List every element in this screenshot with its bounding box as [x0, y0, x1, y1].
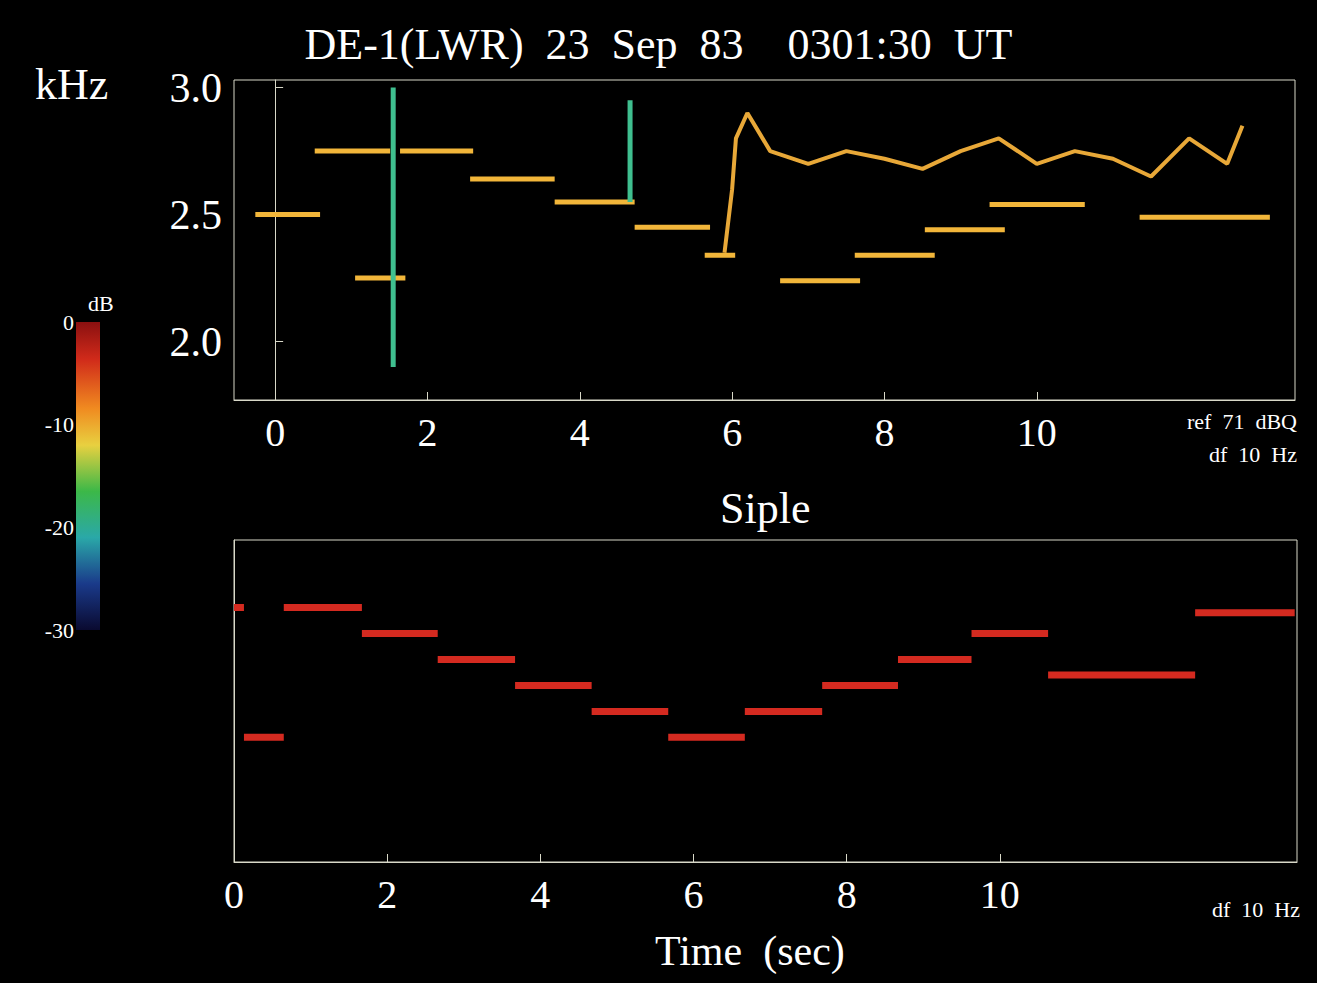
svg-text:dB: dB: [88, 291, 114, 316]
svg-text:8: 8: [874, 410, 894, 455]
svg-text:kHz: kHz: [35, 60, 108, 109]
svg-text:0: 0: [224, 872, 244, 917]
svg-text:2: 2: [377, 872, 397, 917]
svg-text:2.5: 2.5: [170, 192, 223, 238]
svg-text:-10: -10: [45, 412, 74, 437]
svg-text:4: 4: [570, 410, 590, 455]
svg-text:10: 10: [1017, 410, 1057, 455]
svg-text:Siple: Siple: [720, 484, 810, 533]
svg-text:6: 6: [684, 872, 704, 917]
svg-text:-20: -20: [45, 515, 74, 540]
svg-text:DE-1(LWR) 23 Sep 83 0301: DE-1(LWR) 23 Sep 83 0301:30 UT: [305, 20, 1013, 69]
svg-text:0: 0: [265, 410, 285, 455]
svg-text:0: 0: [63, 310, 74, 335]
svg-text:-30: -30: [45, 618, 74, 643]
svg-text:2.0: 2.0: [170, 319, 223, 365]
svg-text:df 10 Hz: df 10 Hz: [1209, 442, 1297, 467]
svg-text:Time (sec): Time (sec): [655, 928, 845, 975]
svg-text:8: 8: [837, 872, 857, 917]
svg-text:10: 10: [980, 872, 1020, 917]
svg-text:4: 4: [530, 872, 550, 917]
svg-text:3.0: 3.0: [170, 65, 223, 111]
svg-text:ref 71 dBQ: ref 71 dBQ: [1187, 409, 1297, 434]
svg-text:6: 6: [722, 410, 742, 455]
svg-text:2: 2: [417, 410, 437, 455]
svg-text:df 10 Hz: df 10 Hz: [1212, 897, 1300, 922]
